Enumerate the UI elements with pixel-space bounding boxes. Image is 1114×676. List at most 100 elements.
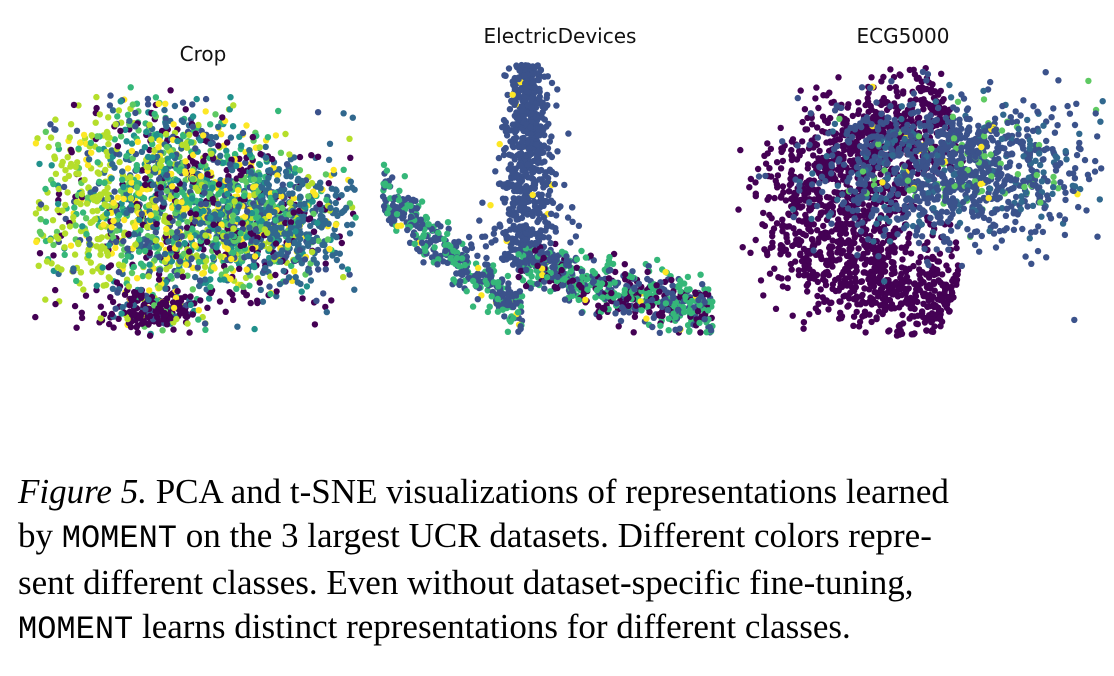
scatter-point xyxy=(153,309,161,316)
scatter-point xyxy=(72,222,79,229)
scatter-point xyxy=(84,161,92,169)
scatter-point xyxy=(97,303,105,310)
scatter-point xyxy=(192,273,199,281)
scatter-point xyxy=(70,213,77,221)
scatter-point xyxy=(324,236,332,243)
scatter-point xyxy=(173,192,180,199)
scatter-point xyxy=(522,170,529,177)
scatter-point xyxy=(107,92,114,99)
scatter-point xyxy=(201,189,208,196)
scatter-point xyxy=(320,290,327,297)
scatter-point xyxy=(180,307,187,314)
scatter-point xyxy=(61,230,69,237)
scatter-point xyxy=(170,121,177,128)
scatter-point xyxy=(401,196,409,204)
scatter-point xyxy=(478,271,486,278)
scatter-point xyxy=(120,238,127,245)
scatter-point xyxy=(548,133,555,140)
scatter-point xyxy=(930,280,938,287)
scatter-point xyxy=(219,114,226,121)
scatter-point xyxy=(945,266,952,274)
scatter-point xyxy=(303,283,311,290)
scatter-point xyxy=(204,304,211,311)
scatter-point xyxy=(272,217,279,224)
scatter-point xyxy=(124,245,131,252)
scatter-point xyxy=(463,269,471,276)
scatter-point xyxy=(273,293,280,300)
scatter-point xyxy=(268,155,276,163)
scatter-point xyxy=(163,302,170,310)
scatter-point xyxy=(578,268,586,276)
scatter-point xyxy=(155,144,162,151)
scatter-point xyxy=(217,253,224,260)
scatter-point xyxy=(32,210,40,217)
scatter-point xyxy=(686,307,693,314)
scatter-point xyxy=(617,317,625,325)
scatter-point xyxy=(266,245,273,252)
scatter-point xyxy=(217,152,224,159)
scatter-point xyxy=(189,168,196,175)
scatter-point xyxy=(442,247,449,254)
scatter-point xyxy=(64,189,71,196)
scatter-point xyxy=(707,327,715,334)
scatter-point xyxy=(855,245,862,252)
scatter-point xyxy=(561,181,568,189)
scatter-point xyxy=(191,241,198,249)
scatter-point xyxy=(484,287,491,294)
scatter-point xyxy=(189,195,196,202)
scatter-point xyxy=(86,241,93,248)
scatter-point xyxy=(285,236,292,244)
scatter-point xyxy=(271,209,278,216)
scatter-point xyxy=(220,276,228,283)
scatter-point xyxy=(322,260,329,267)
scatter-point xyxy=(233,162,240,169)
scatter-point xyxy=(170,304,178,312)
scatter-point xyxy=(609,260,617,268)
scatter-point xyxy=(630,329,637,336)
scatter-point xyxy=(223,239,230,246)
scatter-point xyxy=(463,247,470,254)
scatter-point xyxy=(132,123,139,130)
scatter-point xyxy=(243,234,250,241)
scatter-point xyxy=(645,263,652,270)
scatter-point xyxy=(240,283,247,290)
scatter-point xyxy=(34,135,41,142)
scatter-point xyxy=(515,176,523,184)
scatter-point xyxy=(119,304,126,311)
scatter-point xyxy=(836,256,843,263)
scatter-point xyxy=(271,253,278,260)
scatter-point xyxy=(483,254,490,262)
scatter-point xyxy=(45,143,52,151)
scatter-point xyxy=(317,212,324,219)
scatter-point xyxy=(249,245,256,252)
scatter-point xyxy=(540,214,548,221)
scatter-point xyxy=(505,280,512,287)
scatter-point xyxy=(176,258,184,265)
scatter-point xyxy=(644,268,651,276)
scatter-point xyxy=(245,252,252,260)
scatter-point xyxy=(665,327,672,334)
scatter-point xyxy=(170,326,177,333)
scatter-point xyxy=(195,258,203,266)
scatter-point xyxy=(543,91,551,99)
scatter-point xyxy=(250,184,257,191)
scatter-point xyxy=(128,179,135,186)
scatter-point xyxy=(217,211,224,218)
scatter-point xyxy=(146,332,154,339)
scatter-point xyxy=(173,177,180,184)
scatter-point xyxy=(98,243,106,250)
scatter-point xyxy=(127,174,134,181)
scatter-point xyxy=(265,221,272,228)
scatter-point xyxy=(142,181,149,189)
scatter-point xyxy=(511,85,519,93)
scatter-point xyxy=(124,253,131,260)
scatter-point xyxy=(266,254,273,262)
scatter-point xyxy=(502,119,509,126)
scatter-point xyxy=(212,134,220,141)
scatter-point xyxy=(546,256,553,263)
scatter-point xyxy=(151,203,158,210)
scatter-point xyxy=(193,95,200,103)
scatter-point xyxy=(237,230,244,237)
scatter-point xyxy=(259,298,267,305)
scatter-point xyxy=(917,253,924,261)
